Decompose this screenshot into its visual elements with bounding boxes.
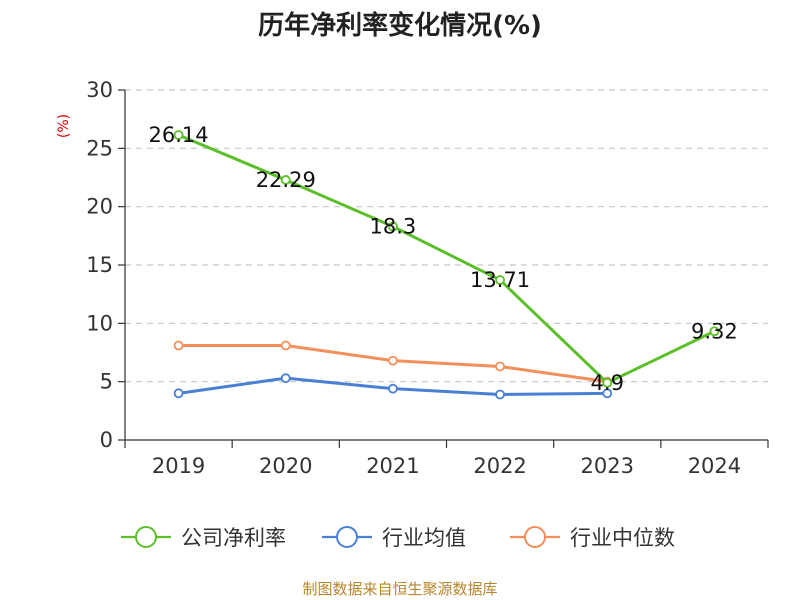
data-label: 9.32 [691,319,738,343]
x-tick-label: 2023 [581,454,634,478]
data-label: 4.9 [591,371,624,395]
grid-lines [125,89,768,383]
y-tick-label: 20 [86,195,113,219]
legend: 公司净利率 行业均值 行业中位数 [121,526,675,550]
legend-label: 公司净利率 [181,526,286,550]
data-label: 18.3 [370,215,417,239]
data-point [495,361,505,372]
y-axis-label: (%) [56,114,72,138]
data-point [280,340,291,351]
legend-item: 行业中位数 [510,526,675,550]
data-point [280,373,291,384]
legend-marker [336,526,358,548]
y-tick-label: 0 [100,428,113,452]
x-axis: 2019 2020 2021 2022 2023 2024 [124,439,769,478]
data-point [173,340,184,351]
data-label: 26.14 [149,123,209,147]
data-point [495,389,505,400]
x-tick-label: 2024 [688,454,741,478]
data-point [388,355,398,366]
y-tick-label: 5 [100,370,113,394]
data-point [602,388,613,399]
legend-label: 行业均值 [382,526,466,550]
data-label: 13.71 [470,268,530,292]
data-point [173,130,184,140]
y-axis: 0 5 10 15 20 25 30 [86,78,126,452]
data-point [709,326,720,337]
data-point [602,377,613,388]
x-tick-label: 2019 [152,454,205,478]
data-label: 22.29 [256,168,316,192]
x-tick-label: 2020 [259,454,312,478]
y-tick-label: 10 [86,311,113,335]
legend-marker [524,526,546,548]
y-tick-label: 15 [86,253,113,277]
series-line [178,133,716,385]
y-tick-label: 30 [86,78,113,102]
data-point [495,275,505,285]
plot-series [173,130,720,400]
legend-marker [135,526,157,548]
y-tick-label: 25 [86,136,113,160]
data-labels: 26.14 22.29 18.3 13.71 4.9 9.32 [149,123,738,395]
data-point [173,388,184,399]
x-tick-label: 2022 [473,454,526,478]
legend-label: 行业中位数 [570,526,675,550]
data-point [388,383,398,394]
x-tick-label: 2021 [366,454,419,478]
legend-item: 行业均值 [322,526,466,550]
legend-item: 公司净利率 [121,526,286,550]
chart-title: 历年净利率变化情况(%) [258,10,542,41]
source-note: 制图数据来自恒生聚源数据库 [302,580,497,598]
data-point [388,221,398,232]
data-point [280,175,291,185]
